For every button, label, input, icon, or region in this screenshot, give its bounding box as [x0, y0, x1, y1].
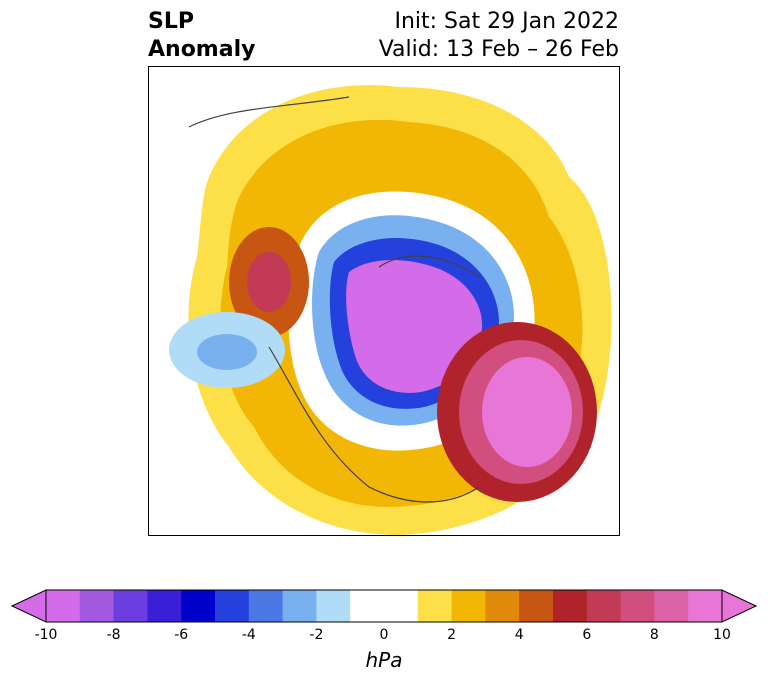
valid-date: Valid: 13 Feb – 26 Feb [378, 37, 619, 62]
colorbar-segment [181, 590, 216, 622]
atlantic-high-core [482, 357, 572, 467]
tick-label: -4 [241, 627, 256, 643]
colorbar-segment [79, 590, 115, 622]
colorbar-segment [417, 590, 453, 622]
colorbar-min-arrow [10, 589, 47, 623]
colorbar-segment [316, 590, 351, 622]
tick-label: 10 [713, 627, 731, 643]
colorbar-segment [282, 590, 317, 622]
polar-map [148, 66, 620, 536]
colorbar-segment [620, 590, 655, 622]
tick-label: 0 [379, 627, 389, 643]
colorbar-segment [350, 590, 385, 622]
colorbar-segment [485, 590, 520, 622]
colorbar-segment [384, 590, 419, 622]
title-line2: Anomaly [148, 37, 256, 62]
tick-label: 2 [447, 627, 457, 643]
colorbar [10, 589, 758, 623]
tick-label: -8 [106, 627, 121, 643]
colorbar-segment [147, 590, 182, 622]
title-line1: SLP [148, 9, 194, 34]
date-info: Init: Sat 29 Jan 2022 Valid: 13 Feb – 26… [379, 8, 619, 64]
colorbar-segment [519, 590, 554, 622]
tick-label: 8 [649, 627, 659, 643]
tick-label: -6 [174, 627, 189, 643]
colorbar-segment [586, 590, 622, 622]
colorbar-segment [451, 590, 486, 622]
negative-anomaly-core [346, 260, 483, 393]
map-title: SLP Anomaly [148, 8, 255, 64]
tick-label: -10 [34, 627, 58, 643]
pacific-high-core [247, 252, 291, 312]
colorbar-segment [248, 590, 284, 622]
colorbar-segment [215, 590, 250, 622]
coastline-outline [188, 96, 480, 503]
tick-label: -2 [309, 627, 324, 643]
anomaly-map-svg [169, 85, 612, 535]
colorbar-segment [46, 590, 81, 622]
colorbar-unit: hPa [365, 648, 403, 672]
pacific-low-core [197, 334, 257, 370]
tick-label: 6 [582, 627, 592, 643]
init-date: Init: Sat 29 Jan 2022 [394, 9, 619, 34]
tick-label: 4 [514, 627, 524, 643]
colorbar-segment [113, 590, 148, 622]
colorbar-segment [553, 590, 588, 622]
colorbar-segment [688, 590, 723, 622]
colorbar-segment [654, 590, 689, 622]
colorbar-max-arrow [721, 589, 758, 623]
colorbar-segments [45, 589, 723, 623]
